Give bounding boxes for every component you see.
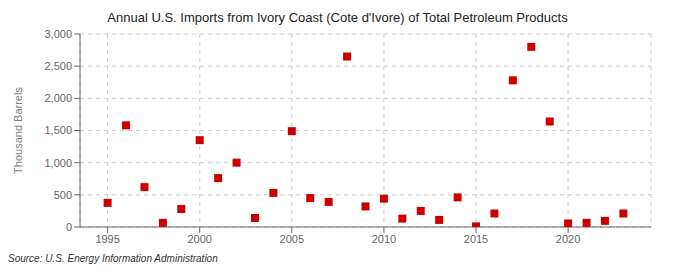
svg-text:2010: 2010 [372, 233, 396, 245]
svg-text:2005: 2005 [280, 233, 304, 245]
svg-text:1995: 1995 [95, 233, 119, 245]
svg-text:1,000: 1,000 [44, 157, 72, 169]
html-text:Annual U.S. Imports from Ivory: Annual U.S. Imports from Ivory Coast (Co… [107, 10, 568, 25]
svg-text:500: 500 [54, 189, 72, 201]
svg-text:2,500: 2,500 [44, 60, 72, 72]
svg-text:1,500: 1,500 [44, 124, 72, 136]
svg-text:2,000: 2,000 [44, 92, 72, 104]
svg-text:0: 0 [66, 221, 72, 233]
svg-text:3,000: 3,000 [44, 28, 72, 40]
svg-text:2015: 2015 [464, 233, 488, 245]
svg-text:Thousand Barrels: Thousand Barrels [12, 87, 24, 174]
svg-text:2000: 2000 [187, 233, 211, 245]
svg-text:2020: 2020 [556, 233, 580, 245]
html-text:Source: U.S. Energy Informatio: Source: U.S. Energy Information Administ… [8, 253, 218, 264]
